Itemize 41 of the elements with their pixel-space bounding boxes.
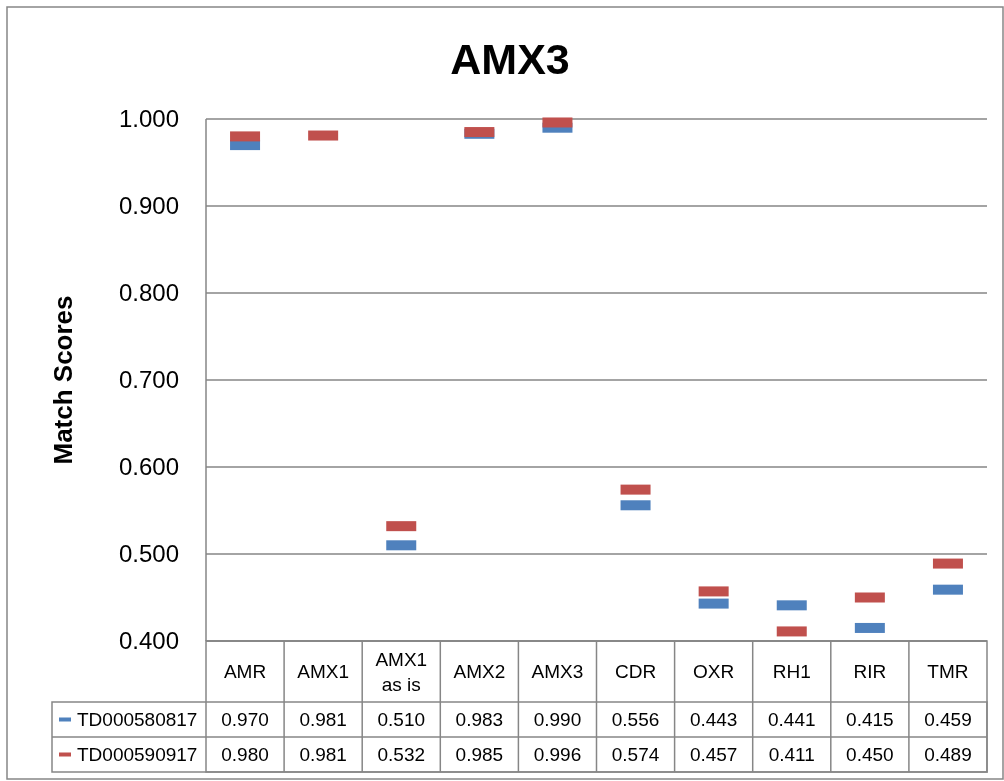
y-tick-label: 0.900 <box>118 192 179 220</box>
data-label: 0.983 <box>455 709 504 731</box>
x-tick-label: AMX3 <box>531 661 584 683</box>
data-label: 0.443 <box>689 709 738 731</box>
y-tick-label: 0.600 <box>118 453 179 481</box>
x-tick-label: RH1 <box>772 661 811 683</box>
text: 0.981 <box>299 709 347 731</box>
data-label: 0.457 <box>689 744 738 766</box>
x-tick-label: AMX1 <box>297 661 350 683</box>
x-tick-label: CDR <box>614 661 657 683</box>
data-label: 0.970 <box>221 709 269 731</box>
data-label: 0.990 <box>533 709 582 731</box>
data-label: 0.411 <box>768 744 815 766</box>
y-tick-label: 0.400 <box>118 627 179 655</box>
data-label: 0.996 <box>533 744 582 766</box>
x-tick-label: AMR <box>223 661 267 683</box>
data-label: 0.556 <box>611 709 660 731</box>
y-axis-title: Match Scores <box>48 295 78 465</box>
x-tick-label: AMX1 as is <box>375 648 428 695</box>
data-label: 0.489 <box>924 744 972 766</box>
data-label: 0.985 <box>455 744 504 766</box>
legend-label: TD000590917 <box>77 744 198 766</box>
y-tick-label: 0.800 <box>118 279 179 307</box>
data-label: 0.980 <box>221 744 269 766</box>
data-label: 0.510 <box>377 709 426 731</box>
x-tick-label: RIR <box>853 661 887 683</box>
data-label: 0.415 <box>846 709 894 731</box>
data-label: 0.450 <box>846 744 894 766</box>
x-tick-label: OXR <box>693 661 735 683</box>
data-label: 0.459 <box>924 709 972 731</box>
y-tick-label: 0.700 <box>118 366 179 394</box>
y-tick-label: 1.000 <box>118 105 179 133</box>
x-tick-label: TMR <box>927 661 969 683</box>
data-label: 0.981 <box>299 744 347 766</box>
data-label: 0.574 <box>611 744 660 766</box>
data-label: 0.532 <box>377 744 426 766</box>
data-label: 0.441 <box>767 709 816 731</box>
chart-title: AMX3 <box>450 35 570 83</box>
legend-label: TD000580817 <box>77 709 198 731</box>
x-tick-label: AMX2 <box>453 661 506 683</box>
y-tick-label: 0.500 <box>118 540 179 568</box>
